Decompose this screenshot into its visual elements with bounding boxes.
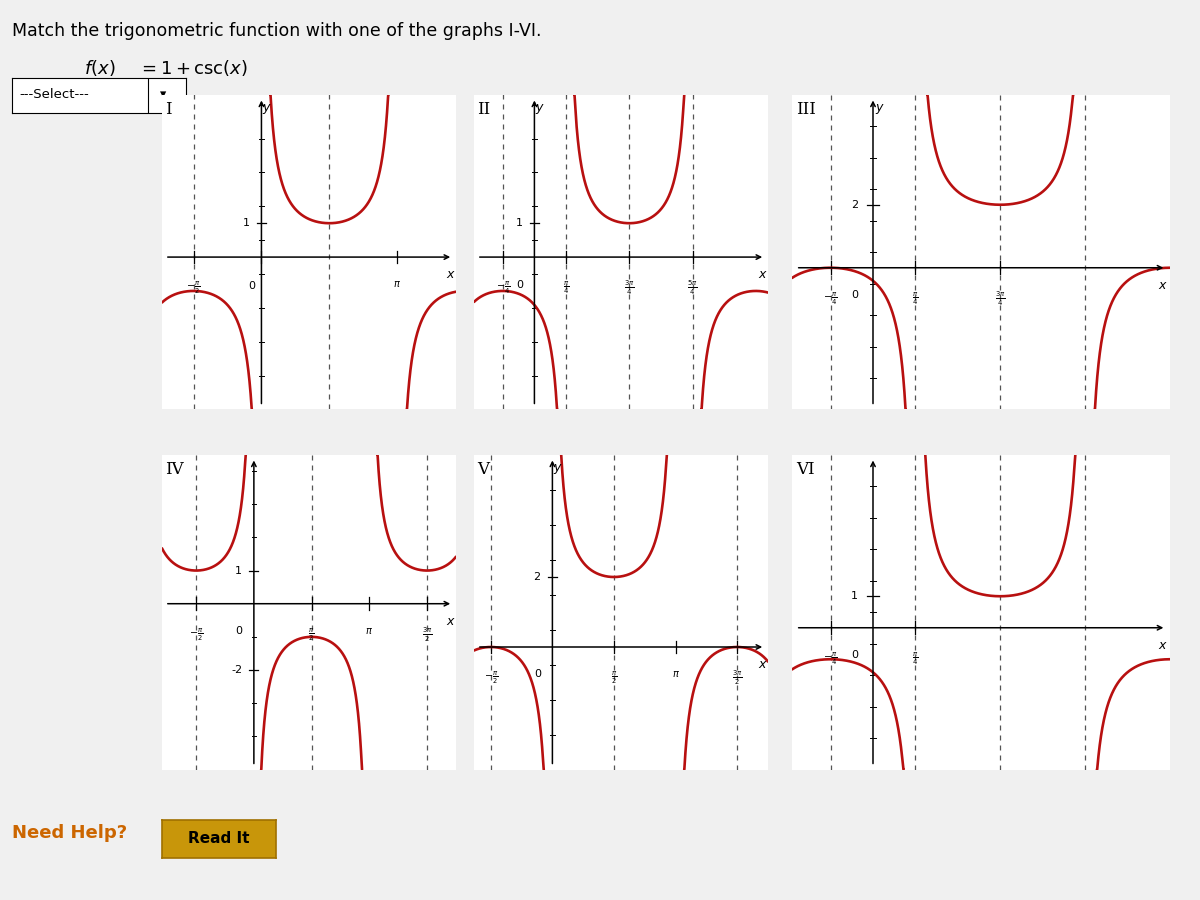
Text: y: y [262,101,270,113]
Text: III: III [796,101,816,118]
Text: $\frac{\pi}{2}$: $\frac{\pi}{2}$ [611,669,617,686]
Text: $\frac{3\pi}{4}$: $\frac{3\pi}{4}$ [995,290,1006,308]
Text: $\frac{3\pi}{4}$: $\frac{3\pi}{4}$ [624,279,635,297]
Text: $\pi$: $\pi$ [394,279,401,289]
Text: -2: -2 [230,665,242,675]
Text: $-\frac{\pi}{4}$: $-\frac{\pi}{4}$ [496,279,510,296]
Text: II: II [476,101,490,118]
Text: 1: 1 [235,565,242,576]
Text: x: x [758,268,766,281]
Text: $= 1 + \mathrm{csc}(x)$: $= 1 + \mathrm{csc}(x)$ [138,58,248,78]
Text: x: x [1159,279,1166,292]
Text: $\frac{3\pi}{2}$: $\frac{3\pi}{2}$ [422,626,432,644]
Text: 1: 1 [516,218,523,229]
Text: $\pi$: $\pi$ [365,626,373,635]
Text: Match the trigonometric function with one of the graphs I-VI.: Match the trigonometric function with on… [12,22,541,40]
Text: V: V [476,461,488,478]
Text: $\frac{\pi}{4}$: $\frac{\pi}{4}$ [563,279,569,296]
Text: 2: 2 [534,572,541,582]
Text: $0$: $0$ [248,279,257,291]
Text: $0$: $0$ [516,277,524,290]
Text: $f(x)$: $f(x)$ [84,58,115,78]
Text: 1: 1 [851,591,858,601]
Text: $-\frac{\pi}{2}$: $-\frac{\pi}{2}$ [188,626,204,643]
Text: y: y [535,101,542,113]
Text: 2: 2 [851,200,858,210]
Text: x: x [1159,639,1166,652]
Text: x: x [446,615,454,627]
Text: $-\frac{\pi}{2}$: $-\frac{\pi}{2}$ [186,279,200,296]
Text: $0$: $0$ [235,625,244,636]
Text: $0$: $0$ [852,648,859,661]
Text: I: I [164,101,172,118]
Text: Read It: Read It [188,832,250,846]
Text: $\frac{\pi}{4}$: $\frac{\pi}{4}$ [912,290,918,307]
Text: $\frac{3\pi}{2}$: $\frac{3\pi}{2}$ [732,669,743,688]
Text: y: y [553,461,560,473]
Text: x: x [446,268,454,281]
Text: $-\frac{\pi}{4}$: $-\frac{\pi}{4}$ [823,290,838,307]
Text: Need Help?: Need Help? [12,824,127,842]
Text: $0$: $0$ [852,288,859,301]
Text: $-\frac{\pi}{4}$: $-\frac{\pi}{4}$ [823,650,838,667]
Text: $\frac{5\pi}{4}$: $\frac{5\pi}{4}$ [688,279,698,297]
Text: x: x [758,658,766,670]
Text: $\frac{\pi}{2}$: $\frac{\pi}{2}$ [308,626,314,643]
Text: ---Select---: ---Select--- [19,88,89,101]
Text: VI: VI [796,461,815,478]
Text: y: y [875,101,882,113]
Text: $\pi$: $\pi$ [672,669,679,679]
Text: $0$: $0$ [534,668,542,680]
Text: $\frac{\pi}{4}$: $\frac{\pi}{4}$ [912,650,918,667]
Text: 1: 1 [242,218,250,229]
Text: ▾: ▾ [161,88,167,101]
Text: IV: IV [164,461,184,478]
Text: $-\frac{\pi}{2}$: $-\frac{\pi}{2}$ [484,669,498,686]
